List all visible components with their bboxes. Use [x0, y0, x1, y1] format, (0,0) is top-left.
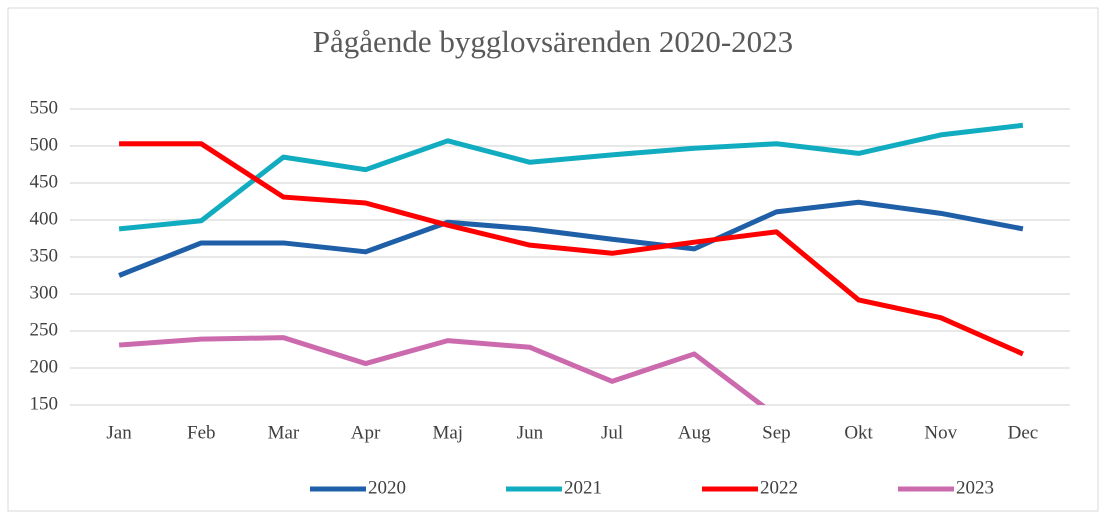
- y-tick-label: 400: [30, 208, 59, 229]
- legend-label: 2022: [760, 477, 798, 498]
- x-tick-label: Maj: [432, 422, 463, 443]
- y-tick-label: 200: [30, 356, 59, 377]
- legend-label: 2023: [956, 477, 994, 498]
- x-tick-label: Okt: [844, 422, 873, 443]
- x-tick-label: Aug: [678, 422, 711, 443]
- x-tick-label: Apr: [351, 422, 381, 443]
- y-tick-label: 500: [30, 134, 59, 155]
- y-tick-label: 550: [30, 97, 59, 118]
- plot-area: [118, 122, 1024, 405]
- series-line: [118, 122, 1024, 232]
- x-tick-label: Feb: [187, 422, 216, 443]
- x-tick-label: Jan: [106, 422, 132, 443]
- x-tick-label: Jul: [601, 422, 623, 443]
- series-line: [118, 335, 766, 405]
- series-line: [118, 199, 1024, 278]
- y-tick-label: 350: [30, 245, 59, 266]
- y-tick-label: 250: [30, 319, 59, 340]
- chart-title: Pågående bygglovsärenden 2020-2023: [313, 24, 793, 59]
- y-tick-label: 150: [30, 393, 59, 414]
- y-tick-label: 450: [30, 171, 59, 192]
- y-tick-label: 300: [30, 282, 59, 303]
- x-tick-label: Dec: [1008, 422, 1039, 443]
- x-tick-label: Mar: [268, 422, 300, 443]
- x-tick-label: Sep: [762, 422, 791, 443]
- legend-label: 2020: [368, 477, 406, 498]
- legend-label: 2021: [564, 477, 602, 498]
- chart-frame: [7, 7, 1099, 512]
- x-tick-label: Nov: [924, 422, 957, 443]
- x-tick-label: Jun: [517, 422, 544, 443]
- series-line: [119, 141, 1024, 357]
